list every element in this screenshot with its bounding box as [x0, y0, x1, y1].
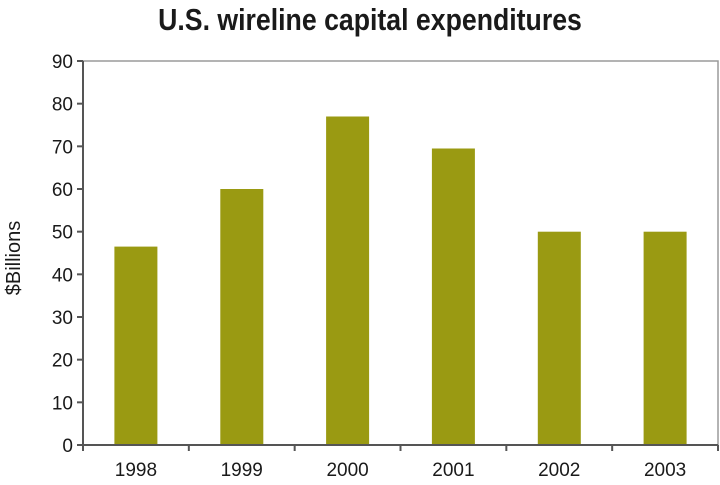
y-axis-title: $Billions [3, 221, 25, 295]
y-tick-label: 80 [52, 95, 73, 116]
x-tick-label: 2002 [538, 460, 580, 481]
bar-1999 [220, 189, 264, 445]
x-tick-label: 2003 [644, 460, 686, 481]
y-tick-label: 30 [52, 308, 73, 329]
y-tick-label: 20 [52, 351, 73, 372]
bar-2003 [643, 231, 687, 445]
y-ticks-group: 0 10 20 30 40 50 60 70 80 90 [52, 52, 83, 457]
y-tick-label: 10 [52, 393, 73, 414]
x-tick-label: 1999 [221, 460, 263, 481]
bar-1998 [114, 246, 158, 445]
y-tick-label: 60 [52, 180, 73, 201]
bars-group [114, 116, 687, 445]
x-tick-label: 2000 [326, 460, 368, 481]
y-tick-label: 0 [62, 436, 73, 457]
chart-title: U.S. wireline capital expenditures [158, 2, 582, 37]
bar-2000 [326, 116, 370, 445]
y-tick-label: 70 [52, 137, 73, 158]
y-tick-label: 50 [52, 223, 73, 244]
x-tick-label: 1998 [115, 460, 157, 481]
plot-area-border [82, 60, 719, 446]
x-tick-label: 2001 [432, 460, 474, 481]
y-tick-label: 40 [52, 265, 73, 286]
bar-2002 [537, 231, 581, 445]
bar-2001 [431, 148, 475, 445]
x-ticks-group: 1998 1999 2000 2001 2002 2003 [82, 445, 719, 481]
y-tick-label: 90 [52, 52, 73, 73]
